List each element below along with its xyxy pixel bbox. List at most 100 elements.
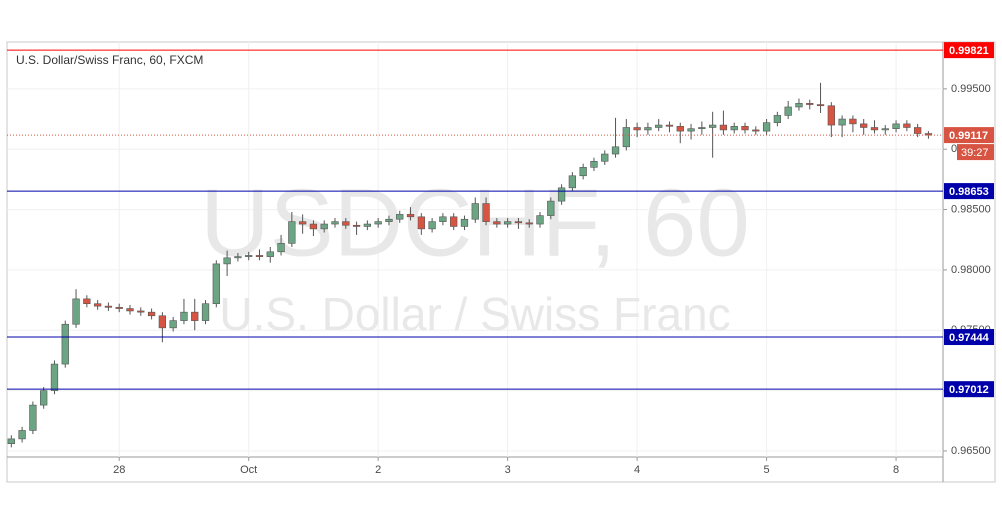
candle-body [93,303,102,307]
candle-body [784,106,792,116]
candle-body [450,216,458,227]
candle-body [428,221,436,230]
y-tick-label: 0.98000 [951,264,991,276]
candle-body [460,218,469,227]
candle-body [611,146,620,155]
candle-body [482,203,490,222]
candle-body [223,257,231,265]
candle-body [18,430,26,440]
candle-body [201,303,210,321]
candle-body [191,311,199,321]
candle-body [838,118,846,126]
x-tick-label: 3 [505,464,511,476]
candle-body [406,214,415,218]
candle-body [601,153,609,162]
candle-body [698,127,706,129]
candle-body [752,129,760,132]
candle-body [245,255,253,257]
last-price-box [944,127,994,144]
y-tick-label: 0.98500 [951,203,991,215]
candle-body [622,127,630,148]
candle-body [827,105,835,126]
candle-body [266,251,274,257]
candle-body [590,160,598,168]
candle-body [687,128,695,132]
candle-body [514,221,523,224]
countdown-label: 39:27 [961,147,989,159]
x-tick-label: 5 [764,464,770,476]
candle-body [40,390,48,406]
candle-body [61,323,69,365]
candle-body [180,311,188,321]
candle-body [881,128,889,131]
countdown-box [957,144,994,161]
candle-body [655,124,663,128]
level-label-box [944,381,994,398]
candle-body [665,124,674,127]
candle-body [903,123,911,128]
x-tick-label: 4 [634,464,640,476]
level-label: 0.99821 [949,45,989,57]
candle-body [158,315,167,329]
y-tick-label: 0.99500 [951,83,991,95]
level-label: 0.98653 [949,186,989,198]
candle-body [126,308,134,312]
candle-body [773,115,782,123]
candle-body [892,123,900,129]
candle-body [536,215,544,225]
candle-body [557,187,566,202]
candle-body [320,223,328,230]
candle-body [288,221,296,244]
candle-body [676,125,684,132]
level-label-box [944,42,994,59]
candle-body [913,127,922,134]
candle-body [7,438,15,445]
candle-body [29,404,37,431]
candle-body [795,103,803,108]
candle-body [212,263,220,305]
candle-body [352,224,361,227]
candle-body [870,127,879,131]
candle-body [579,167,587,177]
candle-body [547,200,555,216]
candle-body [255,255,264,257]
candle-body [471,203,479,220]
candle-body [644,127,652,131]
candle-body [849,118,857,125]
candle-body [331,221,339,225]
candle-body [298,221,307,225]
chart-title: U.S. Dollar/Swiss Franc, 60, FXCM [16,53,203,67]
candle-body [72,298,80,325]
candle-body [169,320,177,329]
candle-body [816,104,825,107]
candle-body [730,125,738,131]
candle-body [719,124,728,131]
candle-body [234,256,242,259]
candle-body [342,221,350,226]
candle-body [633,127,641,131]
candle-body [525,222,533,225]
candle-body [396,214,404,220]
candle-body [860,123,868,128]
candle-body [104,305,113,308]
candle-body [762,122,771,132]
y-tick-label: 0.96500 [951,445,991,457]
candle-body [568,175,577,189]
candle-body [277,243,285,253]
candle-body [503,221,512,225]
level-label-box [944,329,994,346]
candle-body [363,223,372,227]
candle-body [439,216,447,222]
level-label: 0.97444 [949,332,990,344]
watermark-symbol: USDCHF, 60 [200,169,749,276]
candle-body [50,363,59,391]
candle-body [115,307,123,309]
last-price-label: 0.99117 [949,130,988,142]
candle-body [309,223,318,230]
level-label-box [944,183,994,200]
candle-body [385,218,393,222]
x-tick-label: 2 [375,464,381,476]
candle-body [147,311,156,317]
grid [7,42,943,457]
